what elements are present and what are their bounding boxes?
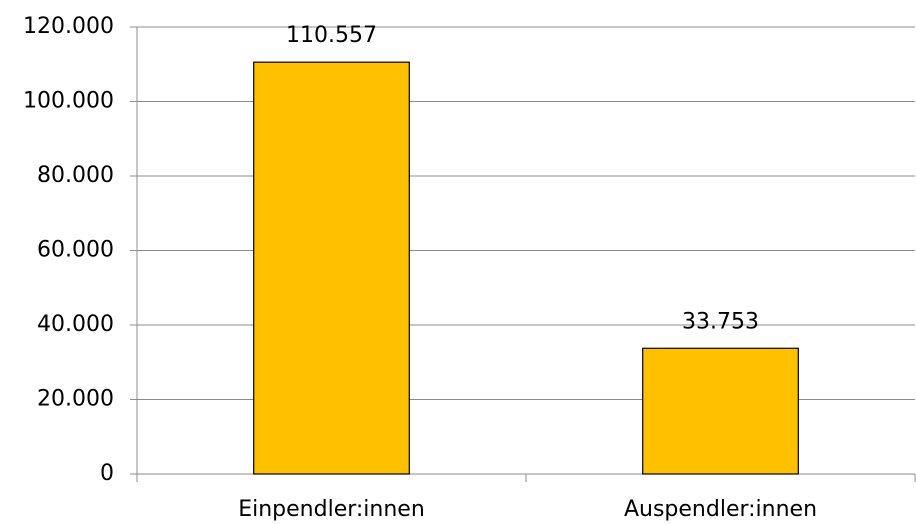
y-tick-label: 0 (100, 461, 114, 486)
y-tick-label: 20.000 (37, 387, 114, 412)
x-tick-label: Einpendler:innen (238, 497, 425, 522)
y-tick-label: 120.000 (23, 14, 114, 39)
value-label: 33.753 (682, 309, 759, 334)
bar (253, 61, 410, 475)
y-tick-label: 60.000 (37, 238, 114, 263)
y-tick-label: 40.000 (37, 312, 114, 337)
x-tick-label: Auspendler:innen (624, 497, 817, 522)
y-tick-label: 100.000 (23, 89, 114, 114)
y-tick-label: 80.000 (37, 163, 114, 188)
bar (642, 347, 799, 475)
value-label: 110.557 (286, 23, 377, 48)
